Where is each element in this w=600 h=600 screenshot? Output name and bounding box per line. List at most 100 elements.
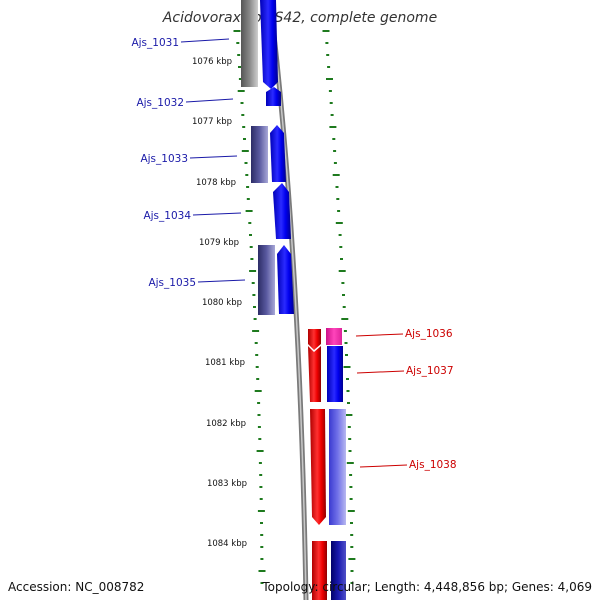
minor-tick [251,282,255,284]
gene-label-ajs-1031[interactable]: Ajs_1031 [131,37,179,49]
gene-arrow-ajs-1033 [270,125,286,182]
inner-dotted-track [233,30,266,584]
gene-label-ajs-1035[interactable]: Ajs_1035 [148,277,196,289]
minor-tick [256,378,260,380]
minor-tick [260,534,264,536]
minor-tick [260,558,264,560]
kbp-label: 1080 kbp [202,298,242,308]
gene-label-ajs-1036[interactable]: Ajs_1036 [405,328,453,340]
major-tick [249,270,257,272]
gene-block-dark [251,126,268,183]
gene-block-grey [241,0,258,87]
major-tick [241,150,249,152]
minor-tick [259,498,263,500]
minor-tick [342,306,346,308]
minor-tick [349,486,353,488]
minor-tick [333,150,337,152]
major-tick [258,570,266,572]
gene-arrow-ajs-1035 [277,245,294,314]
genome-backbone-highlight [269,0,307,600]
gene-arrow-ajs-1037[interactable] [308,346,321,402]
kbp-label: 1083 kbp [207,479,247,489]
outer-dotted-track [322,30,356,584]
minor-tick [249,234,252,236]
kbp-scale: 1076 kbp 1077 kbp 1078 kbp 1079 kbp 1080… [192,57,247,549]
minor-tick [341,282,345,284]
leader-ajs-1032 [185,98,234,103]
minor-tick [332,138,336,140]
major-tick [252,330,260,332]
minor-tick [333,162,337,164]
minor-tick [260,546,264,548]
minor-tick [350,534,354,536]
gene-label-ajs-1038[interactable]: Ajs_1038 [409,459,457,471]
minor-tick [253,306,256,308]
minor-tick [326,54,330,56]
major-tick [338,270,346,272]
minor-tick [337,210,341,212]
minor-tick [348,450,352,452]
gene-label-ajs-1037[interactable]: Ajs_1037 [406,365,454,377]
minor-tick [259,474,263,476]
major-tick [254,390,262,392]
gene-arrow-ajs-1032 [266,87,281,106]
minor-tick [338,234,342,236]
minor-tick [327,66,331,68]
minor-tick [255,366,259,368]
accession-text: Accession: NC_008782 [8,580,145,594]
gene-block-blue-1037 [327,346,343,402]
kbp-label: 1082 kbp [206,419,246,429]
genome-summary-text: Topology: circular; Length: 4,448,856 bp… [262,580,592,594]
minor-tick [345,354,348,356]
minor-tick [339,246,343,248]
gene-label-ajs-1034[interactable]: Ajs_1034 [143,210,191,222]
gene-label-ajs-1032[interactable]: Ajs_1032 [136,97,184,109]
minor-tick [249,246,253,248]
minor-tick [257,402,261,404]
major-tick [245,210,253,212]
major-tick [322,30,330,32]
minor-tick [238,66,241,68]
minor-tick [343,330,347,332]
major-tick [332,174,340,176]
major-tick [233,30,241,32]
minor-tick [350,546,354,548]
gene-arrow-ajs-1036[interactable] [308,329,321,350]
minor-tick [336,198,340,200]
major-tick [257,510,265,512]
gene-block-red-bottom [312,541,327,600]
major-tick [326,78,333,80]
gene-label-ajs-1033[interactable]: Ajs_1033 [140,153,188,165]
minor-tick [246,198,250,200]
minor-tick [349,474,353,476]
minor-tick [253,318,257,320]
minor-tick [258,438,262,440]
leader-ajs-1036 [355,333,404,337]
minor-tick [325,42,329,44]
minor-tick [330,114,334,116]
gene-block-magenta [326,328,342,345]
minor-tick [244,162,248,164]
minor-tick [257,426,261,428]
minor-tick [243,138,246,140]
minor-tick [350,582,354,584]
minor-tick [237,54,241,56]
minor-tick [242,126,246,128]
minor-tick [329,102,333,104]
major-tick [346,462,354,464]
minor-tick [344,342,348,344]
major-tick [341,318,349,320]
minor-tick [347,402,350,404]
minor-tick [346,390,350,392]
minor-tick [335,186,339,188]
minor-tick [240,102,244,104]
major-tick [343,366,351,368]
major-tick [348,558,356,560]
gene-arrow-ajs-1038[interactable] [310,409,326,525]
leader-ajs-1038 [359,464,408,468]
minor-tick [236,42,240,44]
minor-tick [347,426,351,428]
major-tick [237,90,245,92]
major-tick [335,222,343,224]
minor-tick [346,378,349,380]
